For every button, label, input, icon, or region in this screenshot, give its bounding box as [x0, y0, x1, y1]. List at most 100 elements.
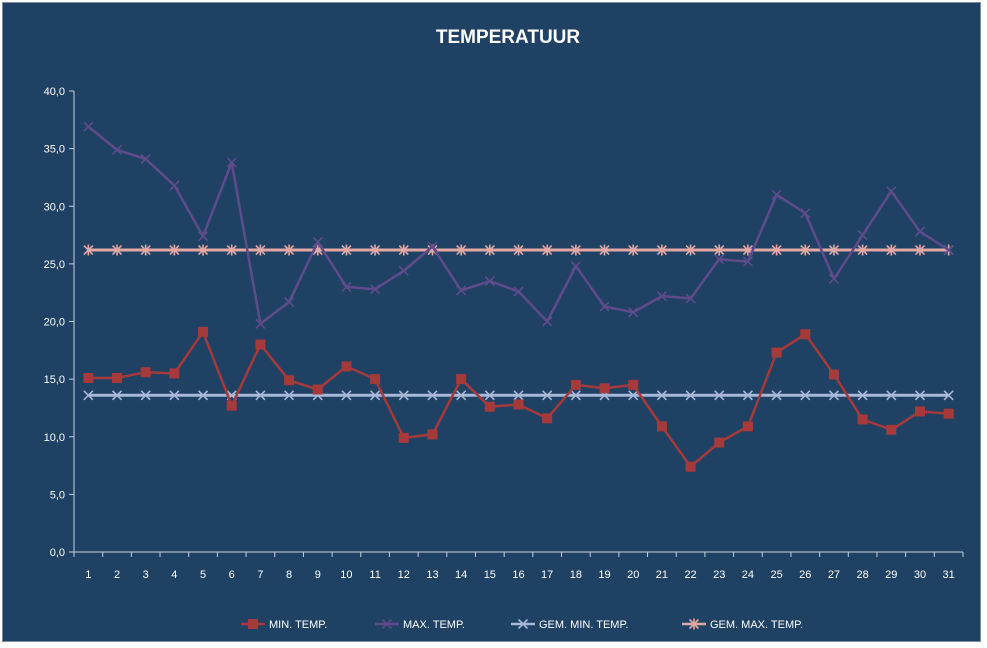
- legend-marker: [381, 618, 393, 630]
- data-point: [284, 296, 295, 307]
- x-tick-label: 20: [627, 569, 639, 581]
- legend-item: GEM. MAX. TEMP.: [682, 618, 803, 631]
- data-point: [800, 244, 811, 256]
- legend-label: GEM. MAX. TEMP.: [710, 619, 803, 631]
- legend-label: GEM. MIN. TEMP.: [539, 619, 628, 631]
- data-point: [771, 244, 782, 256]
- data-point: [111, 244, 123, 256]
- data-point: [341, 281, 352, 292]
- data-point: [341, 390, 352, 401]
- y-tick-label: 0,0: [50, 547, 65, 559]
- data-point: [943, 244, 954, 256]
- data-point: [599, 301, 610, 312]
- data-point: [370, 374, 381, 385]
- data-point: [370, 244, 381, 256]
- data-point: [83, 372, 94, 383]
- x-tick-label: 26: [799, 569, 811, 581]
- x-tick-label: 15: [484, 569, 496, 581]
- data-point: [914, 406, 925, 417]
- data-point: [685, 244, 696, 256]
- axes: 0,05,010,015,020,025,030,035,040,01 2 3 4 5 6…: [44, 86, 964, 581]
- data-point: [169, 244, 180, 256]
- data-point: [111, 390, 123, 401]
- data-point: [828, 390, 840, 401]
- x-tick-label: 8: [286, 569, 292, 581]
- data-point: [255, 318, 266, 329]
- x-tick-label: 21: [656, 569, 668, 581]
- data-point: [914, 390, 926, 401]
- y-tick-label: 35,0: [44, 144, 65, 156]
- data-point: [169, 368, 180, 379]
- x-tick-label: 19: [598, 569, 610, 581]
- x-tick-label: 12: [398, 569, 410, 581]
- data-point: [656, 244, 667, 256]
- legend-item: MAX. TEMP.: [375, 618, 465, 631]
- x-tick-label: 5: [200, 569, 206, 581]
- x-tick-label: 14: [455, 569, 467, 581]
- data-point: [628, 390, 639, 401]
- data-point: [771, 189, 782, 200]
- data-point: [656, 390, 667, 401]
- legend: MIN. TEMP. MAX. TEMP. GEM. MIN. TEMP. GEM. …: [241, 618, 803, 631]
- data-point: [714, 437, 725, 448]
- legend-marker: [248, 619, 258, 629]
- y-tick-label: 25,0: [44, 259, 65, 271]
- data-point: [513, 286, 524, 297]
- series-layer: [83, 121, 954, 472]
- x-tick-label: 13: [426, 569, 438, 581]
- data-point: [398, 265, 409, 276]
- data-point: [828, 273, 840, 284]
- chart-title: TEMPERATUUR: [436, 27, 581, 48]
- data-point: [197, 390, 209, 401]
- data-point: [456, 285, 467, 296]
- data-point: [886, 186, 897, 197]
- data-point: [255, 390, 266, 401]
- data-point: [284, 244, 295, 256]
- data-point: [542, 316, 553, 327]
- x-tick-label: 24: [742, 569, 754, 581]
- data-point: [427, 429, 438, 440]
- y-tick-label: 15,0: [44, 374, 65, 386]
- data-point: [226, 400, 237, 411]
- x-tick-label: 3: [143, 569, 149, 581]
- data-point: [226, 244, 237, 256]
- x-tick-label: 31: [943, 569, 955, 581]
- data-point: [914, 244, 926, 256]
- x-tick-label: 17: [541, 569, 553, 581]
- data-point: [456, 244, 467, 256]
- data-point: [714, 254, 725, 265]
- data-point: [857, 390, 868, 401]
- data-point: [542, 413, 553, 424]
- data-point: [427, 241, 438, 252]
- legend-marker: [688, 618, 700, 630]
- y-tick-label: 20,0: [44, 317, 65, 329]
- data-point: [886, 424, 897, 435]
- x-tick-label: 18: [570, 569, 582, 581]
- data-point: [800, 208, 811, 219]
- data-point: [198, 326, 209, 337]
- data-point: [370, 390, 381, 401]
- data-point: [685, 293, 696, 304]
- legend-item: GEM. MIN. TEMP.: [511, 618, 628, 631]
- x-tick-label: 1: [85, 569, 91, 581]
- data-point: [742, 390, 753, 401]
- x-tick-label: 27: [828, 569, 840, 581]
- data-point: [943, 408, 954, 419]
- data-point: [140, 390, 151, 401]
- data-point: [914, 226, 926, 237]
- data-point: [513, 390, 524, 401]
- data-point: [857, 414, 868, 425]
- data-point: [628, 379, 639, 390]
- data-point: [828, 244, 840, 256]
- data-point: [341, 361, 352, 372]
- data-point: [570, 379, 581, 390]
- data-point: [341, 244, 352, 256]
- data-point: [570, 244, 581, 256]
- data-point: [140, 153, 151, 165]
- data-point: [140, 244, 151, 256]
- data-point: [656, 291, 667, 302]
- data-point: [685, 461, 696, 472]
- x-tick-label: 23: [713, 569, 725, 581]
- series-line: [87, 125, 950, 326]
- data-point: [886, 244, 897, 256]
